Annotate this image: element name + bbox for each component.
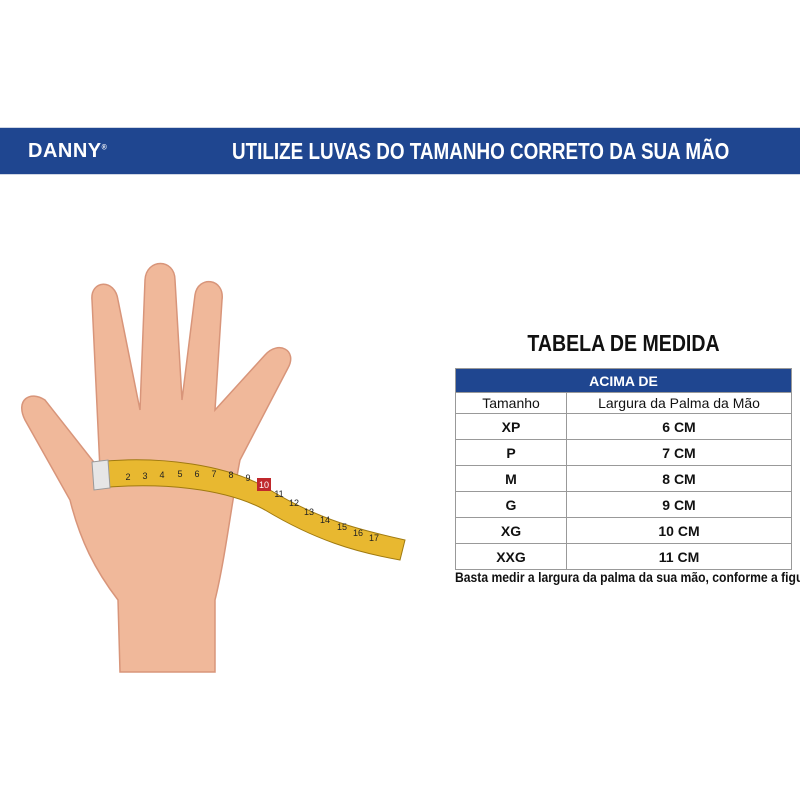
table-row: XP 6 CM: [455, 413, 792, 440]
width-cell: 11 CM: [566, 543, 792, 570]
tape-number: 17: [369, 533, 379, 543]
column-header-width: Largura da Palma da Mão: [566, 392, 792, 414]
size-table: ACIMA DE Tamanho Largura da Palma da Mão…: [455, 368, 792, 570]
tape-number: 10: [259, 480, 269, 490]
tape-number: 9: [245, 473, 250, 483]
tape-number: 2: [125, 472, 130, 482]
tape-number: 14: [320, 515, 330, 525]
tape-number: 7: [211, 469, 216, 479]
size-cell: XG: [455, 517, 567, 544]
size-cell: P: [455, 439, 567, 466]
tape-highlight-mark: [257, 478, 271, 491]
brand-logo: DANNY®: [28, 140, 108, 162]
table-row: XG 10 CM: [455, 517, 792, 544]
hand-measuring-illustration: 2 3 4 5 6 7 8 9 10 11 12 13 14 15 16 17: [21, 262, 406, 673]
header-banner: DANNY® UTILIZE LUVAS DO TAMANHO CORRETO …: [0, 127, 800, 175]
measuring-tape: 2 3 4 5 6 7 8 9 10 11 12 13 14 15 16 17: [91, 459, 406, 561]
column-header-size: Tamanho: [455, 392, 567, 414]
tape-number: 8: [228, 470, 233, 480]
group-header: ACIMA DE: [455, 368, 792, 393]
tape-number: 12: [289, 498, 299, 508]
table-row: XXG 11 CM: [455, 543, 792, 570]
size-cell: XXG: [455, 543, 567, 570]
tape-number: 13: [304, 507, 314, 517]
tape-number: 5: [177, 469, 182, 479]
width-cell: 6 CM: [566, 413, 792, 440]
width-cell: 7 CM: [566, 439, 792, 466]
brand-name: DANNY: [28, 140, 102, 162]
table-caption: Basta medir a largura da palma da sua mã…: [455, 570, 800, 585]
tape-number: 11: [274, 489, 283, 499]
width-cell: 9 CM: [566, 491, 792, 518]
tape-number: 6: [194, 469, 199, 479]
size-cell: XP: [455, 413, 567, 440]
tape-number: 4: [159, 470, 164, 480]
width-cell: 8 CM: [566, 465, 792, 492]
size-cell: G: [455, 491, 567, 518]
tape-number: 3: [142, 471, 147, 481]
tape-number: 16: [353, 528, 363, 538]
size-cell: M: [455, 465, 567, 492]
headline: UTILIZE LUVAS DO TAMANHO CORRETO DA SUA …: [232, 138, 730, 164]
width-cell: 10 CM: [566, 517, 792, 544]
table-title: TABELA DE MEDIDA: [527, 330, 720, 356]
tape-number: 15: [337, 522, 347, 532]
